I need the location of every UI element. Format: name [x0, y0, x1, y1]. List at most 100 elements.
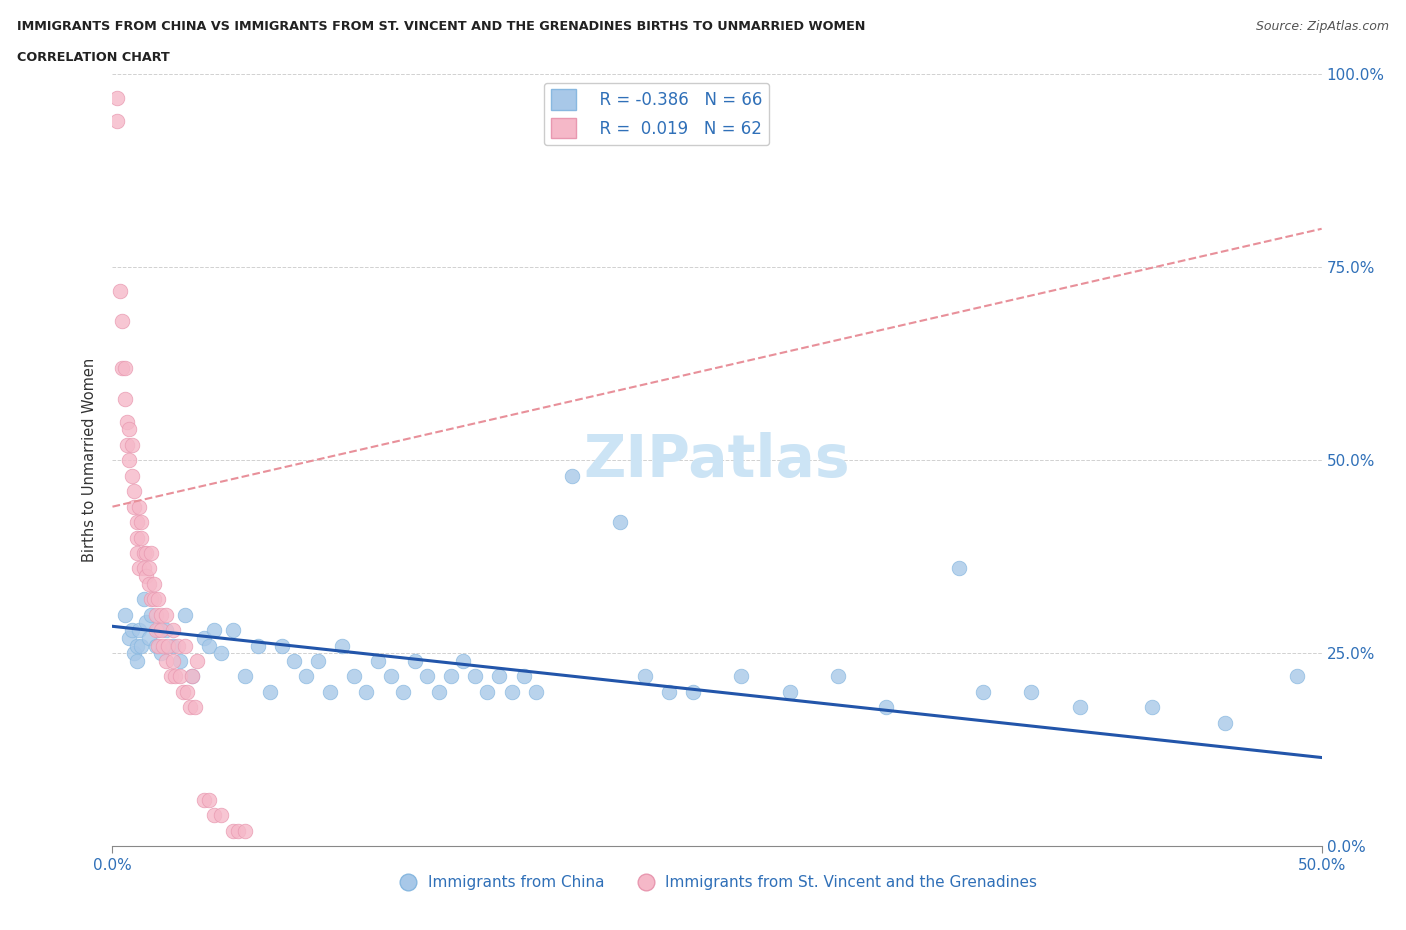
Point: [295, 669, 318, 684]
Point: [114, 607, 136, 622]
Point: [391, 684, 413, 699]
Point: [440, 669, 463, 684]
Point: [162, 654, 184, 669]
Point: [181, 669, 204, 684]
Point: [779, 684, 801, 699]
Point: [633, 669, 655, 684]
Point: [162, 638, 184, 653]
Point: [155, 607, 177, 622]
Point: [138, 631, 160, 645]
Point: [193, 792, 215, 807]
Point: [380, 669, 402, 684]
Point: [356, 684, 378, 699]
Text: IMMIGRANTS FROM CHINA VS IMMIGRANTS FROM ST. VINCENT AND THE GRENADINES BIRTHS T: IMMIGRANTS FROM CHINA VS IMMIGRANTS FROM…: [17, 20, 865, 33]
Point: [1213, 715, 1236, 730]
Point: [174, 607, 197, 622]
Point: [159, 669, 181, 684]
Point: [209, 808, 232, 823]
Point: [1286, 669, 1309, 684]
Point: [121, 623, 143, 638]
Point: [176, 684, 198, 699]
Point: [202, 623, 225, 638]
Point: [115, 415, 138, 430]
Point: [131, 638, 153, 653]
Point: [259, 684, 281, 699]
Point: [186, 654, 208, 669]
Y-axis label: Births to Unmarried Women: Births to Unmarried Women: [82, 358, 97, 563]
Point: [202, 808, 225, 823]
Point: [132, 591, 155, 606]
Point: [246, 638, 269, 653]
Point: [141, 546, 163, 561]
Point: [609, 514, 631, 529]
Point: [148, 591, 170, 606]
Point: [145, 623, 167, 638]
Point: [330, 638, 353, 653]
Point: [155, 654, 177, 669]
Point: [148, 638, 170, 653]
Point: [416, 669, 439, 684]
Point: [125, 514, 148, 529]
Point: [125, 530, 148, 545]
Point: [149, 646, 172, 661]
Point: [283, 654, 305, 669]
Point: [367, 654, 389, 669]
Text: CORRELATION CHART: CORRELATION CHART: [17, 51, 170, 64]
Point: [142, 577, 165, 591]
Point: [118, 422, 141, 437]
Point: [561, 469, 583, 484]
Point: [138, 561, 160, 576]
Point: [118, 631, 141, 645]
Point: [451, 654, 474, 669]
Point: [179, 700, 201, 715]
Point: [222, 823, 245, 838]
Point: [138, 577, 160, 591]
Point: [1142, 700, 1164, 715]
Point: [183, 700, 205, 715]
Point: [132, 546, 155, 561]
Point: [658, 684, 681, 699]
Point: [1069, 700, 1091, 715]
Point: [162, 623, 184, 638]
Point: [169, 669, 191, 684]
Point: [121, 469, 143, 484]
Point: [464, 669, 486, 684]
Point: [132, 561, 155, 576]
Point: [169, 654, 191, 669]
Point: [198, 792, 221, 807]
Point: [145, 607, 167, 622]
Point: [198, 638, 221, 653]
Point: [149, 607, 172, 622]
Point: [125, 546, 148, 561]
Point: [131, 514, 153, 529]
Text: ZIPatlas: ZIPatlas: [583, 432, 851, 489]
Point: [166, 638, 188, 653]
Point: [427, 684, 450, 699]
Point: [128, 561, 150, 576]
Point: [122, 499, 145, 514]
Point: [111, 314, 134, 329]
Point: [128, 499, 150, 514]
Legend: Immigrants from China, Immigrants from St. Vincent and the Grenadines: Immigrants from China, Immigrants from S…: [391, 870, 1043, 897]
Point: [165, 669, 187, 684]
Point: [319, 684, 342, 699]
Point: [512, 669, 534, 684]
Point: [128, 623, 150, 638]
Point: [172, 684, 194, 699]
Point: [122, 484, 145, 498]
Point: [226, 823, 249, 838]
Point: [111, 360, 134, 375]
Point: [157, 638, 180, 653]
Point: [125, 638, 148, 653]
Point: [343, 669, 366, 684]
Point: [235, 669, 257, 684]
Point: [108, 283, 131, 298]
Text: Source: ZipAtlas.com: Source: ZipAtlas.com: [1256, 20, 1389, 33]
Point: [209, 646, 232, 661]
Point: [141, 591, 163, 606]
Point: [135, 569, 157, 584]
Point: [121, 437, 143, 452]
Point: [105, 113, 128, 128]
Point: [145, 638, 167, 653]
Point: [174, 638, 197, 653]
